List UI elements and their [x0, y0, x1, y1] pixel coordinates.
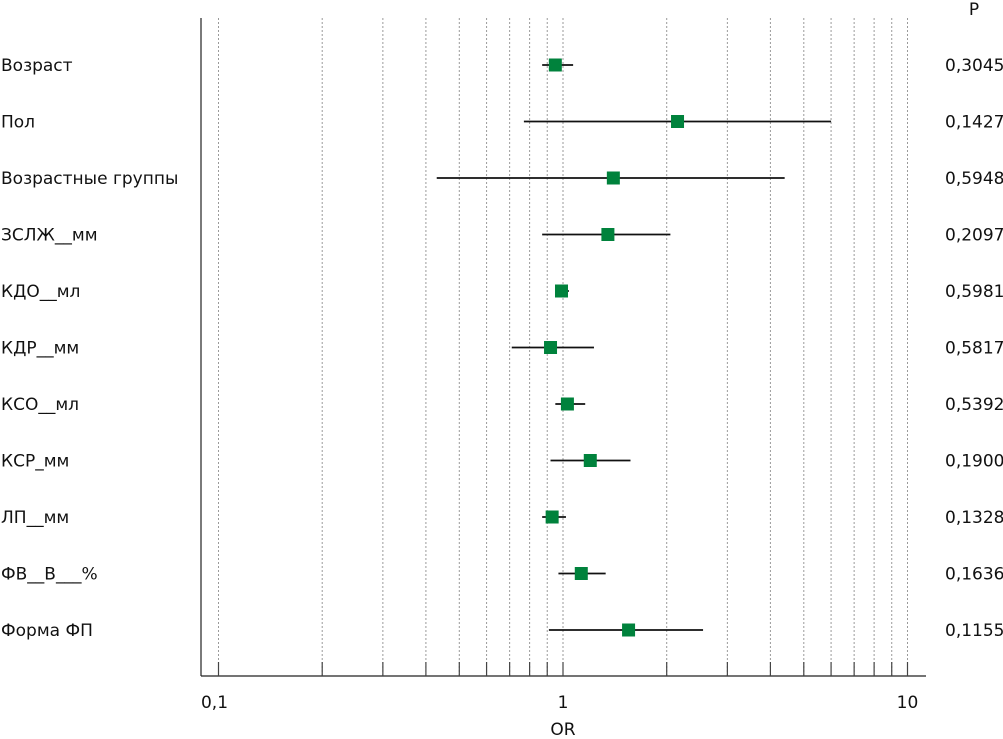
row-label: КДО__мл — [1, 282, 80, 302]
p-value: 0,5948 — [945, 169, 1003, 189]
forest-row: Пол 0,1427 — [1, 113, 1003, 133]
or-marker — [622, 623, 636, 637]
x-axis-title: OR — [550, 720, 575, 739]
row-label: ЗСЛЖ__мм — [1, 226, 98, 246]
p-value: 0,3045 — [945, 56, 1003, 76]
p-value: 0,5817 — [945, 339, 1003, 359]
gridlines — [218, 18, 908, 676]
row-label: ФВ__В___% — [1, 565, 98, 585]
forest-row: КДР__мм 0,5817 — [1, 339, 1003, 359]
forest-row: КСР_мм 0,1900 — [1, 452, 1003, 472]
x-tick-label: 0,1 — [201, 693, 228, 713]
or-marker — [671, 115, 685, 128]
p-value: 0,1900 — [945, 452, 1003, 472]
row-label: Возрастные группы — [1, 169, 178, 189]
row-label: КСО__мл — [1, 395, 79, 415]
forest-row: Форма ФП 0,1155 — [1, 621, 1003, 641]
or-marker — [554, 284, 568, 298]
row-label: ЛП__мм — [1, 508, 69, 528]
or-marker — [560, 397, 574, 411]
x-axis-tick-labels: 0,1 1 10 — [201, 693, 918, 713]
row-label: КСР_мм — [1, 452, 69, 472]
p-value: 0,1636 — [945, 565, 1003, 585]
or-marker — [574, 567, 588, 580]
row-label: Форма ФП — [1, 621, 93, 641]
forest-row: Возраст 0,3045 — [1, 56, 1003, 76]
p-value: 0,5981 — [945, 282, 1003, 302]
forest-row: Возрастные группы 0,5948 — [1, 169, 1003, 189]
forest-row: ФВ__В___% 0,1636 — [1, 565, 1003, 585]
or-marker — [606, 171, 620, 185]
p-value: 0,5392 — [945, 395, 1003, 415]
p-value: 0,1155 — [945, 621, 1003, 641]
x-tick-label: 10 — [897, 693, 919, 713]
forest-row: КДО__мл 0,5981 — [1, 282, 1003, 302]
forest-row: КСО__мл 0,5392 — [1, 395, 1003, 415]
p-value: 0,1328 — [945, 508, 1003, 528]
p-value: 0,2097 — [945, 226, 1003, 246]
or-marker — [545, 510, 559, 524]
forest-rows: Возраст 0,3045 Пол 0,1427 Возрастные группы 0… — [1, 56, 1003, 641]
p-column-header: P — [969, 0, 979, 20]
forest-row: ЛП__мм 0,1328 — [1, 508, 1003, 528]
x-tick-label: 1 — [558, 693, 569, 713]
p-value: 0,1427 — [945, 113, 1003, 133]
or-marker — [601, 228, 615, 241]
or-marker — [583, 454, 597, 467]
row-label: КДР__мм — [1, 339, 79, 359]
x-axis-ticks — [217, 662, 909, 676]
or-marker — [548, 58, 562, 72]
row-label: Возраст — [1, 56, 73, 76]
or-marker — [544, 341, 558, 354]
forest-row: ЗСЛЖ__мм 0,2097 — [1, 226, 1003, 246]
row-label: Пол — [1, 113, 35, 133]
